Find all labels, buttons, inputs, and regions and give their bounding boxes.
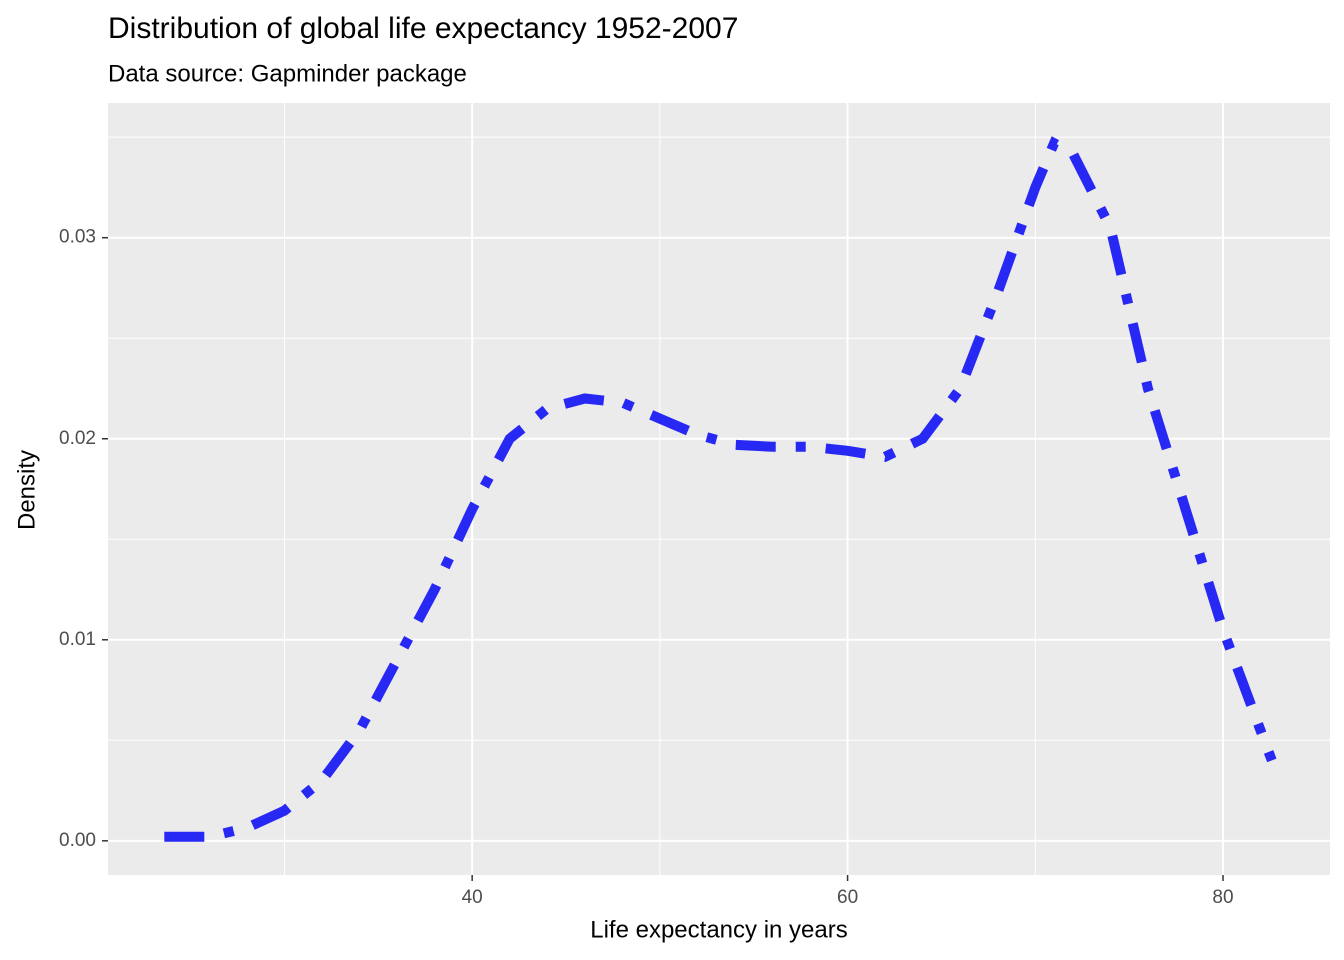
y-tick-label: 0.02 [59,428,96,449]
x-tick-label: 40 [462,887,483,908]
y-tick-label: 0.03 [59,227,96,248]
x-axis-title: Life expectancy in years [590,916,847,943]
y-tick-label: 0.01 [59,629,96,650]
x-tick-label: 80 [1212,887,1233,908]
y-axis-title: Density [13,450,40,530]
density-line [164,136,1277,842]
y-tick-label: 0.00 [59,830,96,851]
chart-title: Distribution of global life expectancy 1… [108,12,738,45]
x-tick-label: 60 [837,887,858,908]
chart-subtitle: Data source: Gapminder package [108,60,467,87]
panel [108,103,1330,875]
